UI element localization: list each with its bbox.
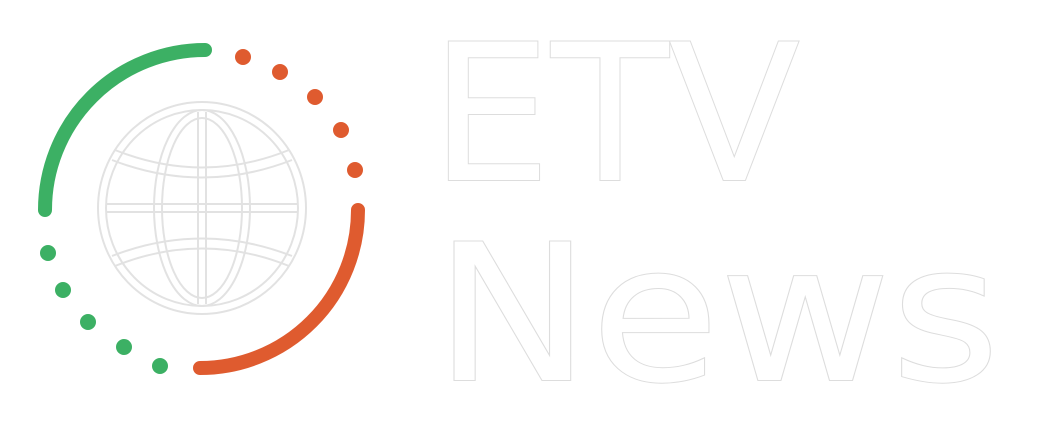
wordmark-line-1: ETV (430, 4, 800, 225)
logo-emblem (38, 43, 365, 375)
orange-dot (272, 64, 288, 80)
orange-dot (347, 162, 363, 178)
green-dot (55, 282, 71, 298)
green-dots (40, 245, 168, 374)
green-dot (80, 314, 96, 330)
wordmark-line-2: News (434, 204, 1000, 425)
green-dot (40, 245, 56, 261)
green-dot (152, 358, 168, 374)
orange-dots (235, 49, 363, 178)
orange-arc (193, 203, 365, 375)
globe-icon (97, 101, 307, 315)
green-dot (116, 339, 132, 355)
orange-dot (307, 89, 323, 105)
orange-dot (235, 49, 251, 65)
orange-dot (333, 122, 349, 138)
logo-wordmark: ETV News (429, 3, 1001, 426)
green-arc (38, 43, 212, 217)
